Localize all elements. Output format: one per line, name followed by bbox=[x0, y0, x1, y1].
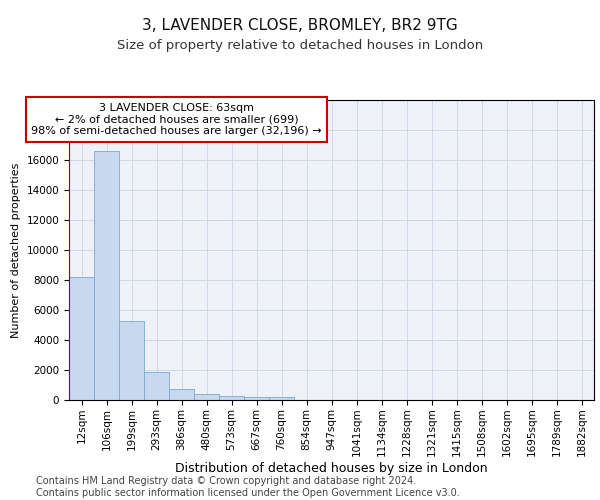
Bar bbox=[94, 151, 119, 400]
Bar bbox=[119, 320, 144, 400]
Text: Contains HM Land Registry data © Crown copyright and database right 2024.
Contai: Contains HM Land Registry data © Crown c… bbox=[36, 476, 460, 498]
Bar bbox=[219, 396, 244, 400]
Text: Size of property relative to detached houses in London: Size of property relative to detached ho… bbox=[117, 40, 483, 52]
Bar bbox=[269, 398, 294, 400]
Y-axis label: Number of detached properties: Number of detached properties bbox=[11, 162, 21, 338]
Bar bbox=[144, 372, 169, 400]
Bar bbox=[169, 389, 194, 400]
Bar bbox=[244, 397, 269, 400]
Text: 3, LAVENDER CLOSE, BROMLEY, BR2 9TG: 3, LAVENDER CLOSE, BROMLEY, BR2 9TG bbox=[142, 18, 458, 32]
Text: 3 LAVENDER CLOSE: 63sqm
← 2% of detached houses are smaller (699)
98% of semi-de: 3 LAVENDER CLOSE: 63sqm ← 2% of detached… bbox=[31, 103, 322, 136]
X-axis label: Distribution of detached houses by size in London: Distribution of detached houses by size … bbox=[175, 462, 488, 475]
Bar bbox=[194, 394, 219, 400]
Bar bbox=[69, 277, 94, 400]
